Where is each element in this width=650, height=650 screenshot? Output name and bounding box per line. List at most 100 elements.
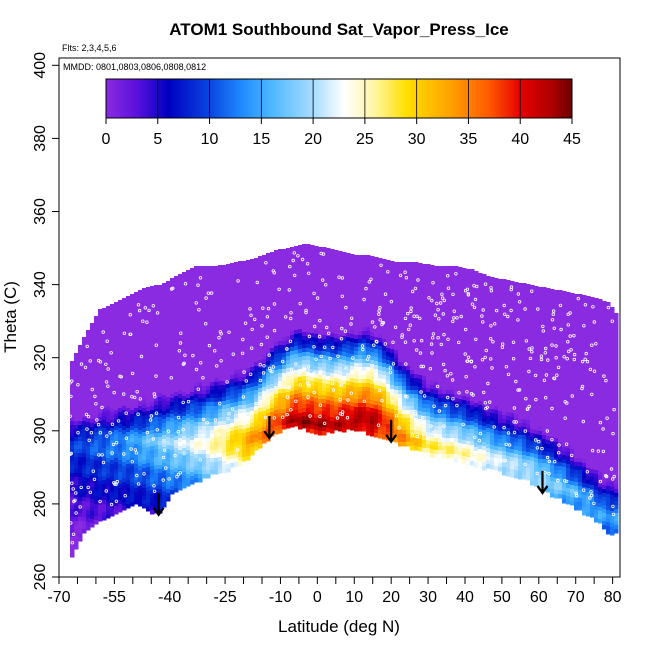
heatmap-cell xyxy=(102,448,107,453)
heatmap-cell xyxy=(354,299,359,304)
heatmap-cell xyxy=(70,397,75,402)
heatmap-cell xyxy=(454,310,459,315)
heatmap-cell xyxy=(398,354,403,359)
heatmap-cell xyxy=(446,294,451,299)
heatmap-cell xyxy=(218,465,223,470)
heatmap-cell xyxy=(354,291,359,296)
heatmap-cell xyxy=(418,283,423,288)
heatmap-cell xyxy=(298,369,303,374)
heatmap-cell xyxy=(230,411,235,416)
heatmap-cell xyxy=(186,274,191,279)
heatmap-cell xyxy=(250,331,255,336)
heatmap-cell xyxy=(426,408,431,413)
heatmap-cell xyxy=(458,447,463,452)
heatmap-cell xyxy=(74,501,79,506)
heatmap-cell xyxy=(218,421,223,426)
heatmap-cell xyxy=(342,392,347,397)
heatmap-cell xyxy=(226,348,231,353)
heatmap-cell xyxy=(150,482,155,487)
heatmap-cell xyxy=(282,345,287,350)
heatmap-cell xyxy=(354,387,359,392)
heatmap-cell xyxy=(230,355,235,360)
heatmap-cell xyxy=(190,372,195,377)
heatmap-cell xyxy=(206,294,211,299)
heatmap-cell xyxy=(110,468,115,473)
heatmap-cell xyxy=(466,401,471,406)
heatmap-cell xyxy=(394,314,399,319)
heatmap-cell xyxy=(94,444,99,449)
heatmap-cell xyxy=(422,276,427,281)
heatmap-cell xyxy=(322,335,327,340)
heatmap-cell xyxy=(122,406,127,411)
heatmap-cell xyxy=(258,368,263,373)
heatmap-cell xyxy=(174,332,179,337)
heatmap-cell xyxy=(350,294,355,299)
heatmap-cell xyxy=(234,358,239,363)
heatmap-cell xyxy=(446,334,451,339)
heatmap-cell xyxy=(110,356,115,361)
heatmap-cell xyxy=(150,390,155,395)
heatmap-cell xyxy=(286,364,291,369)
heatmap-cell xyxy=(70,445,75,450)
heatmap-cell xyxy=(298,401,303,406)
heatmap-cell xyxy=(106,382,111,387)
heatmap-cell xyxy=(442,406,447,411)
heatmap-cell xyxy=(178,378,183,383)
heatmap-cell xyxy=(78,393,83,398)
heatmap-cell xyxy=(210,362,215,367)
heatmap-cell xyxy=(122,378,127,383)
heatmap-cell xyxy=(298,397,303,402)
heatmap-cell xyxy=(98,509,103,514)
heatmap-cell xyxy=(338,419,343,424)
heatmap-cell xyxy=(370,352,375,357)
heatmap-cell xyxy=(122,474,127,479)
heatmap-cell xyxy=(322,319,327,324)
heatmap-cell xyxy=(118,352,123,357)
heatmap-cell xyxy=(438,390,443,395)
heatmap-cell xyxy=(214,334,219,339)
heatmap-cell xyxy=(398,290,403,295)
heatmap-cell xyxy=(342,336,347,341)
heatmap-cell xyxy=(406,382,411,387)
heatmap-cell xyxy=(210,346,215,351)
heatmap-cell xyxy=(218,325,223,330)
heatmap-cell xyxy=(310,413,315,418)
heatmap-cell xyxy=(342,312,347,317)
heatmap-cell xyxy=(334,390,339,395)
heatmap-cell xyxy=(294,246,299,251)
heatmap-cell xyxy=(234,362,239,367)
heatmap-cell xyxy=(458,347,463,352)
heatmap-cell xyxy=(274,338,279,343)
heatmap-cell xyxy=(166,441,171,446)
heatmap-cell xyxy=(266,421,271,426)
heatmap-cell xyxy=(182,380,187,385)
heatmap-cell xyxy=(342,412,347,417)
heatmap-cell xyxy=(150,298,155,303)
heatmap-cell xyxy=(74,373,79,378)
heatmap-cell xyxy=(70,493,75,498)
heatmap-cell xyxy=(322,303,327,308)
heatmap-cell xyxy=(414,386,419,391)
heatmap-cell xyxy=(102,360,107,365)
heatmap-cell xyxy=(206,418,211,423)
heatmap-cell xyxy=(338,295,343,300)
heatmap-cell xyxy=(402,346,407,351)
heatmap-cell xyxy=(122,454,127,459)
heatmap-cell xyxy=(218,329,223,334)
heatmap-cell xyxy=(450,334,455,339)
heatmap-cell xyxy=(254,322,259,327)
heatmap-cell xyxy=(458,403,463,408)
heatmap-cell xyxy=(162,471,167,476)
heatmap-cell xyxy=(142,296,147,301)
heatmap-cell xyxy=(438,398,443,403)
heatmap-cell xyxy=(146,387,151,392)
heatmap-cell xyxy=(470,457,475,462)
heatmap-cell xyxy=(406,390,411,395)
heatmap-cell xyxy=(126,304,131,309)
heatmap-cell xyxy=(186,378,191,383)
heatmap-cell xyxy=(246,336,251,341)
heatmap-cell xyxy=(178,446,183,451)
heatmap-cell xyxy=(202,342,207,347)
heatmap-cell xyxy=(330,273,335,278)
heatmap-cell xyxy=(122,366,127,371)
